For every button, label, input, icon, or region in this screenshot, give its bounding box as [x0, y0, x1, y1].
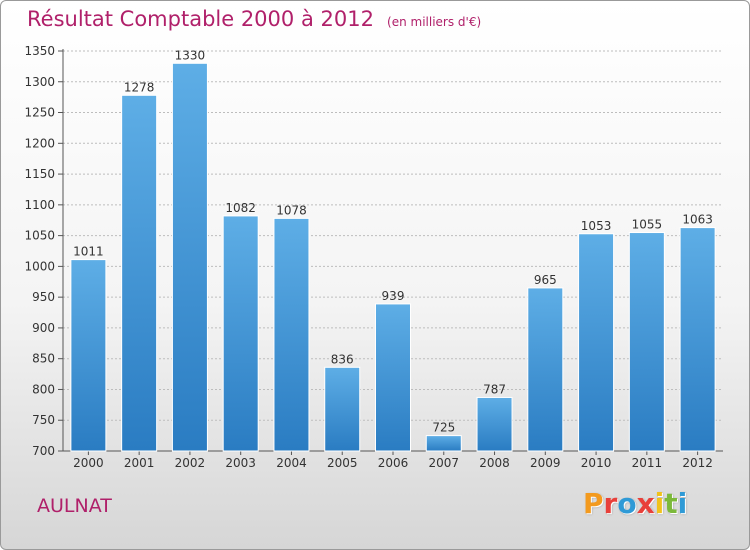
y-tick-label: 1300 — [24, 75, 55, 89]
chart-title: Résultat Comptable 2000 à 2012 — [27, 7, 374, 31]
y-tick-label: 1000 — [24, 259, 55, 273]
y-tick-label: 1050 — [24, 229, 55, 243]
bar-2007 — [425, 435, 462, 452]
value-label-2007: 725 — [432, 421, 455, 435]
bar-2011 — [628, 232, 665, 452]
chart-subtitle: (en milliers d'€) — [387, 15, 482, 29]
bar-2000 — [70, 259, 107, 452]
chart-title-block: Résultat Comptable 2000 à 2012 (en milli… — [27, 7, 481, 31]
value-label-2011: 1055 — [632, 218, 663, 232]
x-tick-label-2009: 2009 — [530, 456, 561, 470]
x-tick-label-2001: 2001 — [124, 456, 155, 470]
x-tick-label-2003: 2003 — [225, 456, 256, 470]
value-label-2005: 836 — [331, 352, 354, 366]
x-tick-label-2008: 2008 — [479, 456, 510, 470]
value-label-2000: 1011 — [73, 245, 104, 259]
x-tick-label-2007: 2007 — [428, 456, 459, 470]
bar-2001 — [121, 94, 158, 452]
y-tick-label: 800 — [32, 382, 55, 396]
bars — [70, 62, 716, 452]
value-labels: 1011 1278 1330 1082 1078 836 939 725 787 965 1053 1… — [73, 48, 713, 434]
value-label-2012: 1063 — [682, 213, 713, 227]
proxiti-logo: Proxiti — [583, 487, 688, 520]
bar-2002 — [171, 62, 208, 452]
x-tick-label-2004: 2004 — [276, 456, 307, 470]
y-tick-label: 900 — [32, 321, 55, 335]
value-label-2006: 939 — [382, 289, 405, 303]
x-tick-label-2006: 2006 — [378, 456, 409, 470]
y-tick-label: 1100 — [24, 198, 55, 212]
bar-2009 — [527, 287, 564, 452]
y-tick-label: 1250 — [24, 106, 55, 120]
y-tick-label: 850 — [32, 352, 55, 366]
x-tick-label-2002: 2002 — [175, 456, 206, 470]
value-label-2001: 1278 — [124, 80, 155, 94]
value-label-2003: 1082 — [225, 201, 256, 215]
y-tick-label: 1150 — [24, 167, 55, 181]
bar-2004 — [273, 217, 310, 452]
bar-2012 — [679, 227, 716, 452]
x-tick-label-2010: 2010 — [581, 456, 612, 470]
bar-2005 — [324, 366, 361, 452]
value-label-2008: 787 — [483, 382, 506, 396]
bar-2006 — [375, 303, 411, 452]
y-tick-label: 1350 — [24, 44, 55, 58]
value-label-2002: 1330 — [175, 48, 206, 62]
city-name: AULNAT — [37, 495, 112, 517]
y-tick-label: 700 — [32, 444, 55, 458]
x-tick-label-2012: 2012 — [682, 456, 713, 470]
y-tick-label: 1200 — [24, 136, 55, 150]
value-label-2004: 1078 — [276, 203, 307, 217]
y-tick-label: 750 — [32, 413, 55, 427]
x-tick-labels: 2000 2001 2002 2003 2004 2005 2006 2007 2008 2009… — [73, 456, 713, 470]
x-tick-label-2000: 2000 — [73, 456, 104, 470]
y-tick-labels: 700 750 800 850 900 950 1000 1050 1100 1150 1200 12… — [24, 44, 55, 458]
x-tick-label-2011: 2011 — [632, 456, 663, 470]
x-tick-label-2005: 2005 — [327, 456, 358, 470]
bar-2010 — [578, 233, 615, 452]
bar-2003 — [222, 215, 259, 452]
value-label-2009: 965 — [534, 273, 557, 287]
value-label-2010: 1053 — [581, 219, 612, 233]
y-tick-label: 950 — [32, 290, 55, 304]
bar-2008 — [476, 396, 513, 452]
